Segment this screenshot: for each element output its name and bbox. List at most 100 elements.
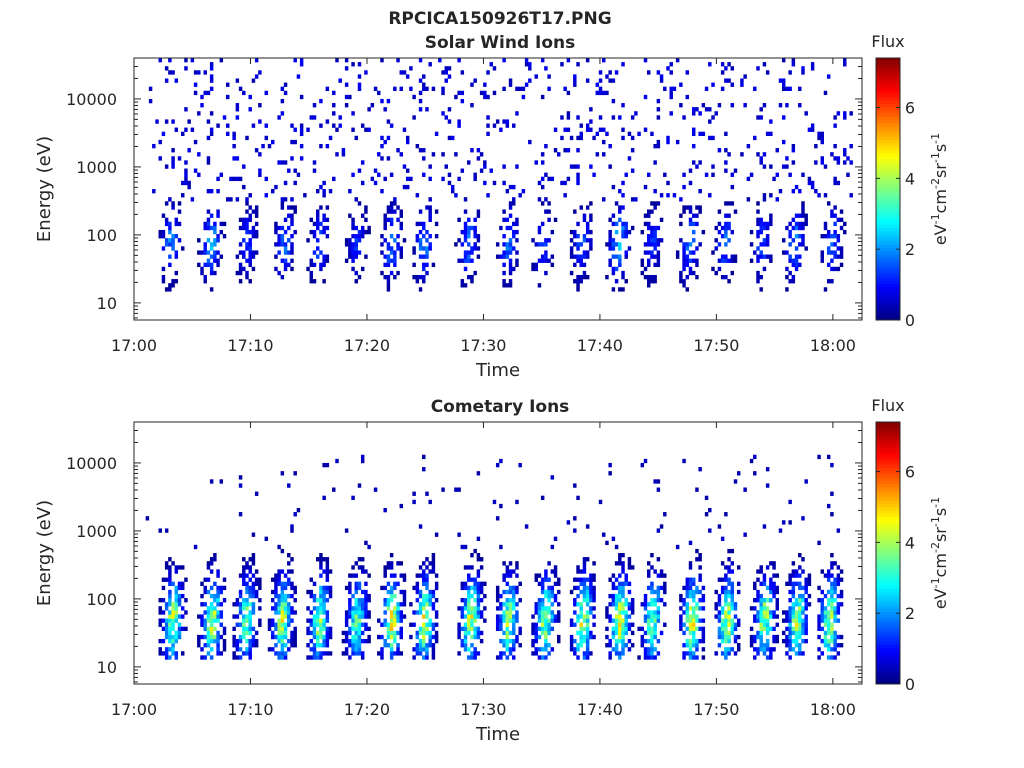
spectrogram-cell [540, 58, 545, 63]
spectrogram-cell [396, 270, 400, 276]
spectrogram-cell [788, 634, 792, 640]
spectrogram-cell [537, 581, 542, 586]
spectrogram-cell [582, 593, 587, 599]
spectrogram-cell [569, 254, 574, 259]
spectrogram-cell [242, 217, 246, 222]
spectrogram-cell [544, 197, 548, 202]
spectrogram-cell [348, 614, 352, 619]
spectrogram-cell [505, 610, 510, 615]
spectrogram-cell [624, 279, 628, 284]
spectrogram-cell [724, 602, 728, 607]
spectrogram-cell [772, 565, 776, 570]
spectrogram-cell [714, 238, 718, 243]
spectrogram-cell [277, 270, 281, 276]
spectrogram-cell [341, 651, 346, 656]
spectrogram-cell [621, 630, 625, 636]
spectrogram-cell [585, 618, 590, 623]
spectrogram-cell [287, 602, 291, 607]
spectrogram-cell [621, 643, 625, 648]
spectrogram-cell [534, 630, 538, 636]
spectrogram-cell [396, 618, 400, 623]
spectrogram-cell [348, 606, 352, 611]
spectrogram-cell [704, 512, 709, 517]
spectrogram-cell [762, 524, 767, 529]
spectrogram-cell [544, 606, 548, 611]
spectrogram-cell [621, 205, 625, 210]
spectrogram-cell [537, 229, 542, 235]
spectrogram-cell [248, 585, 252, 591]
spectrogram-cell [209, 66, 214, 71]
spectrogram-cell [422, 86, 426, 91]
spectrogram-cell [724, 614, 728, 619]
spectrogram-cell [691, 598, 696, 603]
spectrogram-cell [476, 651, 481, 656]
spectrogram-cell [238, 217, 243, 222]
spectrogram-cell [422, 655, 426, 660]
spectrogram-cell [422, 156, 426, 161]
spectrogram-cell [200, 655, 204, 660]
spectrogram-cell [495, 516, 500, 521]
spectrogram-cell [402, 238, 407, 243]
spectrogram-cell [582, 618, 587, 623]
spectrogram-cell [251, 638, 256, 644]
spectrogram-cell [611, 213, 616, 218]
spectrogram-cell [833, 123, 837, 128]
spectrogram-cell [258, 70, 262, 75]
spectrogram-cell [820, 131, 824, 137]
spectrogram-cell [270, 630, 275, 636]
spectrogram-cell [727, 593, 731, 599]
spectrogram-cell [495, 593, 500, 599]
spectrogram-cell [412, 610, 416, 615]
spectrogram-cell [640, 643, 645, 648]
spectrogram-cell [724, 131, 728, 137]
spectrogram-cell [563, 86, 567, 91]
spectrogram-cell [412, 622, 416, 627]
spectrogram-cell [251, 589, 256, 595]
spectrogram-cell [325, 258, 330, 263]
spectrogram-cell [209, 634, 214, 640]
spectrogram-cell [431, 655, 436, 660]
spectrogram-cell [508, 602, 513, 607]
spectrogram-cell [576, 614, 580, 619]
spectrogram-cell [319, 626, 323, 632]
spectrogram-cell [823, 606, 828, 611]
spectrogram-cell [242, 225, 246, 231]
spectrogram-cell [769, 561, 773, 566]
spectrogram-cell [589, 201, 593, 206]
spectrogram-cell [756, 115, 760, 120]
spectrogram-cell [319, 143, 323, 149]
spectrogram-cell [817, 655, 821, 660]
spectrogram-cell [431, 647, 436, 652]
spectrogram-cell [168, 70, 172, 75]
spectrogram-cell [505, 225, 510, 231]
spectrogram-cell [836, 573, 841, 578]
spectrogram-cell [473, 585, 477, 591]
spectrogram-cell [354, 561, 358, 566]
spectrogram-cell [460, 610, 465, 615]
spectrogram-cell [611, 634, 616, 640]
spectrogram-cell [598, 70, 603, 75]
spectrogram-cell [589, 651, 593, 656]
spectrogram-cell [756, 217, 760, 222]
spectrogram-cell [254, 148, 259, 153]
spectrogram-cell [573, 78, 577, 83]
spectrogram-cell [454, 242, 458, 247]
spectrogram-cell [187, 148, 191, 153]
spectrogram-cell [724, 622, 728, 627]
spectrogram-cell [833, 647, 837, 652]
spectrogram-cell [315, 618, 320, 623]
spectrogram-cell [618, 602, 622, 607]
spectrogram-cell [608, 651, 612, 656]
spectrogram-cell [219, 479, 224, 484]
spectrogram-cell [251, 634, 256, 640]
spectrogram-cell [618, 553, 622, 558]
spectrogram-cell [656, 614, 661, 619]
spectrogram-cell [598, 86, 603, 91]
spectrogram-cell [585, 622, 590, 627]
spectrogram-cell [216, 614, 220, 619]
spectrogram-cell [386, 598, 391, 603]
spectrogram-cell [618, 614, 622, 619]
spectrogram-cell [209, 626, 214, 632]
spectrogram-cell [727, 213, 731, 218]
spectrogram-cell [418, 287, 423, 292]
